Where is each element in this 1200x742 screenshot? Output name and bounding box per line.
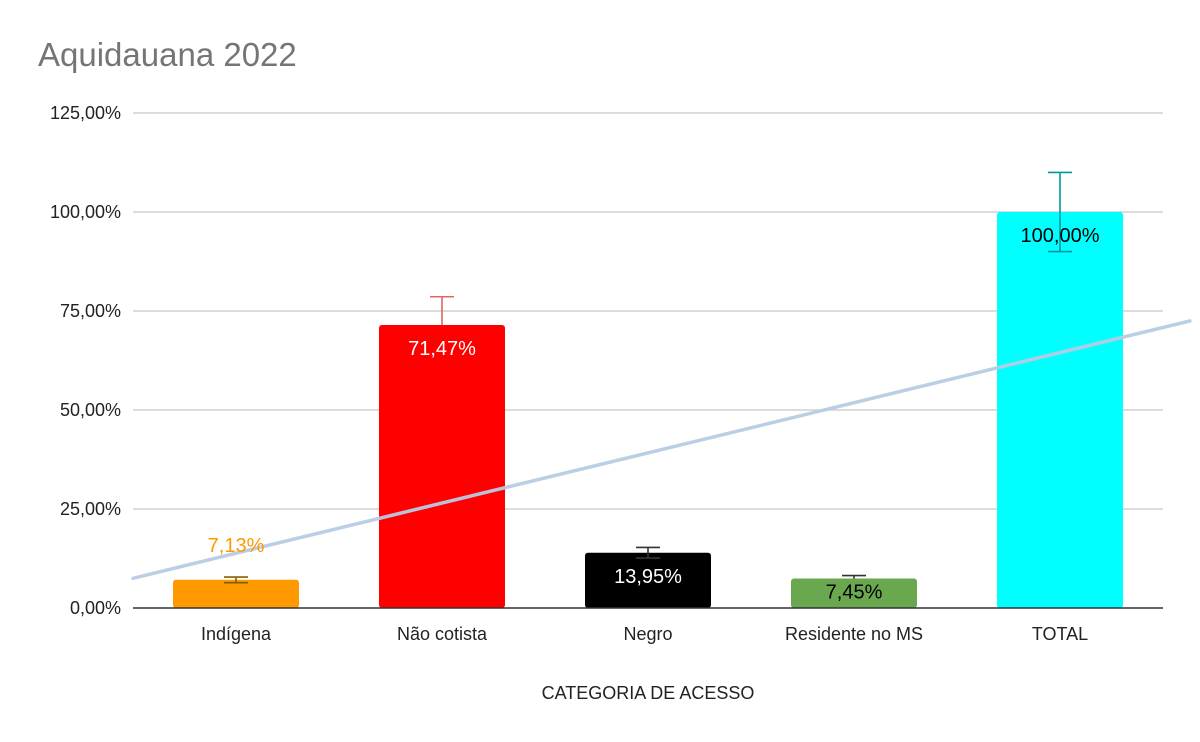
bar — [379, 324, 505, 608]
x-tick-label: Residente no MS — [785, 624, 923, 644]
data-label: 13,95% — [614, 566, 682, 588]
chart-title: Aquidauana 2022 — [38, 36, 297, 73]
data-label: 7,13% — [208, 535, 265, 557]
y-tick-label: 50,00% — [60, 400, 121, 420]
y-tick-label: 75,00% — [60, 301, 121, 321]
bar — [173, 579, 299, 608]
data-label: 7,45% — [826, 581, 883, 603]
y-tick-label: 125,00% — [50, 103, 121, 123]
x-axis-title: CATEGORIA DE ACESSO — [542, 683, 755, 703]
x-tick-label: Negro — [623, 624, 672, 644]
y-tick-label: 25,00% — [60, 499, 121, 519]
bar — [791, 578, 917, 608]
trendline — [131, 319, 1192, 581]
bar — [585, 552, 711, 608]
x-tick-label: Não cotista — [397, 624, 488, 644]
bar — [997, 212, 1123, 608]
y-tick-label: 0,00% — [70, 598, 121, 618]
data-label: 100,00% — [1021, 225, 1100, 247]
x-tick-label: Indígena — [201, 624, 272, 644]
data-label: 71,47% — [408, 338, 476, 360]
y-tick-label: 100,00% — [50, 202, 121, 222]
x-tick-label: TOTAL — [1032, 624, 1088, 644]
